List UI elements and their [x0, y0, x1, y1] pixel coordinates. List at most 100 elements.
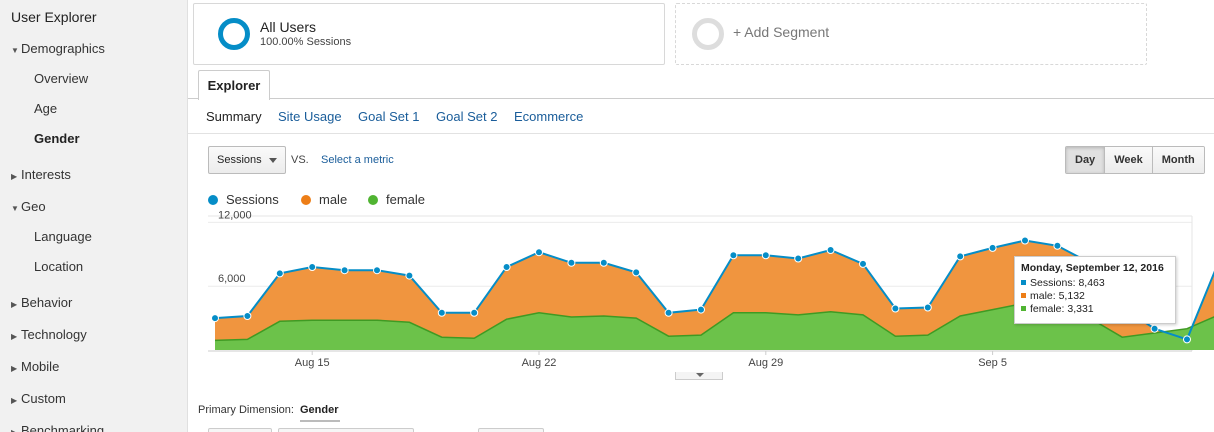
caret-down-icon: ▼ — [11, 204, 19, 213]
primary-dimension-label: Primary Dimension: — [198, 404, 294, 416]
sessions-point[interactable] — [275, 269, 284, 278]
subtab-site-usage[interactable]: Site Usage — [278, 109, 342, 124]
legend-male[interactable]: male — [301, 192, 347, 207]
legend-female[interactable]: female — [368, 192, 425, 207]
day-button[interactable]: Day — [1066, 147, 1105, 173]
segment-title: All Users — [260, 19, 317, 35]
sessions-point[interactable] — [891, 304, 900, 313]
subtab-goal-set-2[interactable]: Goal Set 2 — [436, 109, 498, 124]
sessions-point[interactable] — [1150, 324, 1159, 333]
sessions-point[interactable] — [211, 314, 219, 323]
sessions-point[interactable] — [405, 271, 414, 280]
sessions-point[interactable] — [502, 263, 511, 271]
sidebar-item-technology[interactable]: ▶ Technology — [11, 327, 87, 342]
week-button[interactable]: Week — [1104, 147, 1152, 173]
sidebar-item-label: Benchmarking — [21, 423, 105, 432]
sessions-point[interactable] — [632, 268, 641, 277]
sessions-point[interactable] — [859, 259, 867, 268]
y-tick-label: 6,000 — [218, 273, 246, 285]
sidebar-item-demographics[interactable]: ▼ Demographics — [11, 41, 105, 56]
add-segment-button[interactable]: + Add Segment — [675, 3, 1147, 65]
toolbar-stub[interactable] — [278, 428, 414, 432]
female-area — [215, 301, 1214, 350]
sessions-point[interactable] — [567, 258, 576, 267]
chevron-down-icon — [269, 158, 277, 163]
sidebar-item-label: Behavior — [21, 295, 73, 310]
sessions-point[interactable] — [826, 246, 835, 254]
sidebar-item-interests[interactable]: ▶ Interests — [11, 167, 71, 182]
caret-right-icon: ▶ — [11, 396, 18, 405]
legend-label: male — [319, 192, 348, 207]
sessions-point[interactable] — [956, 252, 965, 261]
sessions-point[interactable] — [470, 308, 479, 317]
sessions-point[interactable] — [340, 266, 349, 275]
tooltip-male: male: 5,132 — [1021, 290, 1169, 303]
sessions-point[interactable] — [697, 305, 705, 314]
chart-tooltip: Monday, September 12, 2016 Sessions: 8,4… — [1014, 256, 1176, 324]
chevron-down-icon — [696, 373, 704, 377]
sessions-point[interactable] — [1183, 335, 1191, 344]
sidebar-item-language[interactable]: Language — [34, 229, 92, 244]
sidebar-item-overview[interactable]: Overview — [34, 71, 89, 86]
sessions-point[interactable] — [599, 258, 608, 267]
caret-right-icon: ▶ — [11, 364, 18, 373]
caret-right-icon: ▶ — [11, 172, 18, 181]
sessions-point[interactable] — [923, 303, 932, 312]
metric-select-value: Sessions — [217, 154, 262, 166]
sidebar-item-label: Interests — [21, 167, 71, 182]
segment-ring-icon — [218, 18, 250, 50]
primary-dimension-value[interactable]: Gender — [299, 404, 339, 416]
sidebar-item-mobile[interactable]: ▶ Mobile — [11, 359, 59, 374]
sessions-point[interactable] — [761, 251, 770, 260]
sessions-point[interactable] — [988, 243, 997, 252]
subtab-summary[interactable]: Summary — [206, 109, 262, 124]
sessions-point[interactable] — [729, 251, 738, 260]
sidebar-item-label: Mobile — [21, 359, 60, 374]
vs-label: VS. — [291, 154, 309, 166]
select-metric-link[interactable]: Select a metric — [321, 154, 394, 166]
segment-all-users[interactable]: All Users 100.00% Sessions — [193, 3, 665, 65]
tab-divider — [188, 98, 1214, 99]
legend-sessions[interactable]: Sessions — [208, 192, 279, 207]
metric-select[interactable]: Sessions — [208, 146, 286, 174]
y-tick-label: 12,000 — [218, 209, 252, 221]
legend-dot-icon — [301, 195, 311, 205]
add-segment-label: + Add Segment — [733, 24, 830, 40]
x-tick-label: Aug 29 — [748, 357, 783, 369]
sidebar-item-benchmarking[interactable]: ▶Benchmarking — [11, 423, 104, 432]
toolbar-stub[interactable] — [208, 428, 272, 432]
tooltip-title: Monday, September 12, 2016 — [1021, 262, 1164, 274]
sidebar-item-label: Demographics — [21, 41, 105, 56]
toolbar-stub[interactable] — [478, 428, 544, 432]
sidebar-item-geo[interactable]: ▼ Geo — [11, 199, 46, 214]
sidebar: User Explorer ▼ Demographics ▶ Interests ▼ Ge… — [0, 0, 188, 432]
x-tick-label: Aug 15 — [295, 357, 330, 369]
segment-placeholder-ring-icon — [692, 18, 724, 50]
sessions-point[interactable] — [1053, 241, 1062, 250]
sidebar-item-gender[interactable]: Gender — [34, 131, 80, 146]
primary-dimension: Primary Dimension: Gender — [198, 404, 338, 416]
subtab-ecommerce[interactable]: Ecommerce — [514, 109, 584, 124]
sessions-point[interactable] — [535, 248, 543, 257]
sessions-point[interactable] — [373, 266, 381, 275]
sidebar-item-custom[interactable]: ▶ Custom — [11, 391, 66, 406]
caret-right-icon: ▶ — [11, 332, 18, 341]
tab-explorer[interactable]: Explorer — [198, 70, 270, 100]
sidebar-item-user-explorer[interactable]: User Explorer — [11, 9, 97, 25]
sessions-point[interactable] — [243, 312, 252, 320]
chart-collapse-handle[interactable] — [675, 372, 723, 380]
sessions-point[interactable] — [794, 254, 803, 263]
caret-down-icon: ▼ — [11, 46, 19, 55]
sidebar-item-age[interactable]: Age — [34, 101, 58, 116]
sessions-point[interactable] — [1021, 236, 1029, 245]
segment-subtitle: 100.00% Sessions — [260, 36, 352, 48]
month-button[interactable]: Month — [1151, 147, 1204, 173]
sidebar-item-location[interactable]: Location — [34, 259, 84, 274]
sidebar-item-behavior[interactable]: ▶ Behavior — [11, 295, 72, 310]
sessions-point[interactable] — [308, 263, 317, 271]
caret-right-icon: ▶ — [11, 428, 21, 432]
sessions-point[interactable] — [437, 308, 446, 317]
sessions-point[interactable] — [664, 308, 673, 317]
subtab-goal-set-1[interactable]: Goal Set 1 — [358, 109, 420, 124]
